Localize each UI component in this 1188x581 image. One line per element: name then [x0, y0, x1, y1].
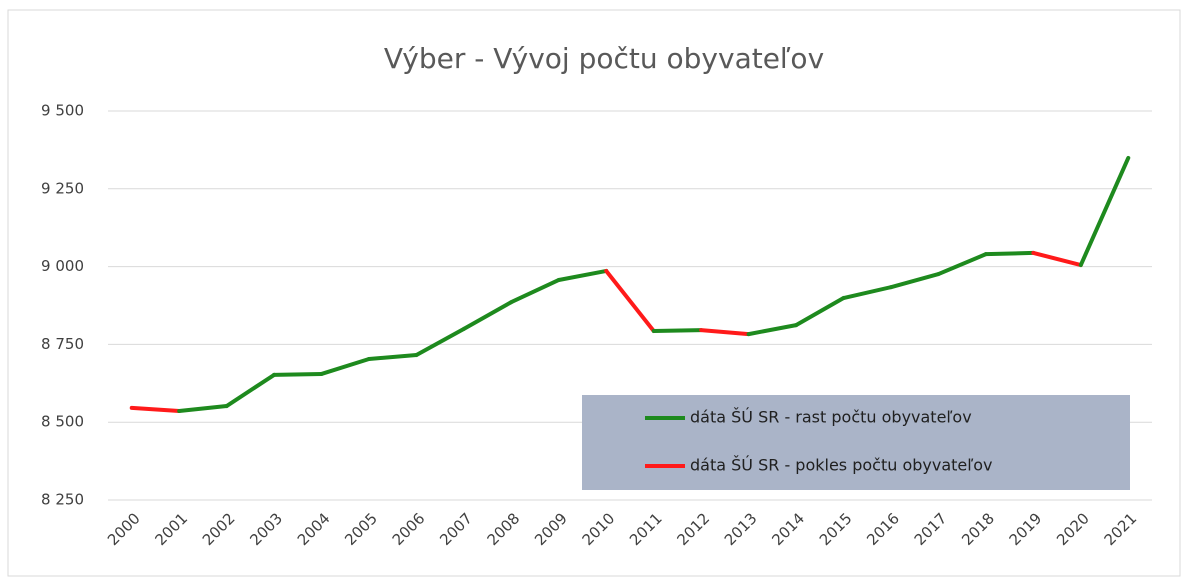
- y-tick-label: 9 500: [41, 102, 84, 120]
- line-segment: [604, 268, 656, 334]
- line-segment: [319, 357, 371, 376]
- y-tick-label: 9 250: [41, 179, 84, 197]
- line-segment: [509, 277, 561, 305]
- line-segment: [746, 323, 799, 337]
- line-segment: [224, 372, 277, 409]
- line-segment: [461, 300, 514, 331]
- line-segment: [272, 371, 324, 377]
- y-tick-label: 8 250: [41, 491, 84, 509]
- line-segment: [1078, 155, 1131, 268]
- line-segment: [414, 326, 466, 357]
- line-segment: [651, 328, 704, 334]
- line-segment: [367, 352, 419, 362]
- line-segment: [936, 252, 988, 277]
- line-segment: [889, 272, 941, 290]
- y-tick-label: 8 500: [41, 413, 84, 431]
- y-tick-label: 8 750: [41, 335, 84, 353]
- y-tick-label: 9 000: [41, 257, 84, 275]
- line-segment: [983, 250, 1036, 257]
- chart-title: Výber - Vývoj počtu obyvateľov: [384, 42, 824, 75]
- line-segment: [1031, 250, 1083, 268]
- line-segment: [841, 285, 893, 301]
- line-segment: [129, 405, 182, 413]
- legend-box: [582, 395, 1130, 490]
- legend-label: dáta ŠÚ SR - pokles počtu obyvateľov: [690, 456, 993, 475]
- chart-frame: [7, 9, 1181, 577]
- line-segment: [699, 328, 751, 337]
- line-segment: [556, 268, 609, 282]
- line-segment: [177, 404, 229, 413]
- line-segment: [794, 296, 846, 328]
- legend-label: dáta ŠÚ SR - rast počtu obyvateľov: [690, 408, 972, 427]
